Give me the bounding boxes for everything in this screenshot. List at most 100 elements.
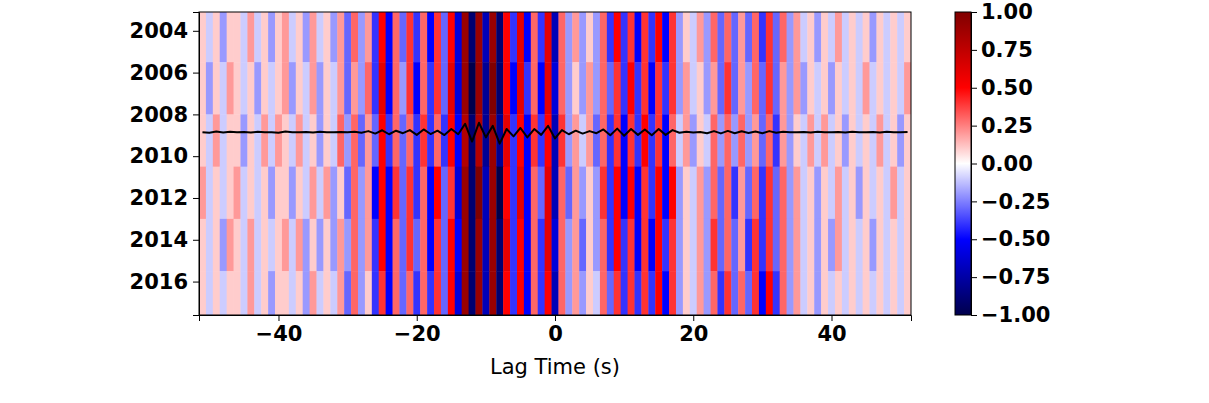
- heatmap-cell: [745, 12, 752, 63]
- heatmap-cell: [614, 62, 621, 115]
- heatmap-cell: [676, 12, 683, 63]
- heatmap-cell: [821, 271, 828, 315]
- heatmap-cell: [586, 12, 593, 63]
- heatmap-cell: [586, 167, 593, 220]
- heatmap-cell: [206, 114, 213, 167]
- heatmap-cell: [759, 271, 766, 315]
- y-tick-mark: [193, 198, 199, 199]
- heatmap-cell: [213, 271, 220, 315]
- heatmap-cell: [310, 167, 317, 220]
- heatmap-cell: [517, 114, 524, 167]
- heatmap-cell: [800, 114, 807, 167]
- heatmap-cell: [351, 271, 358, 315]
- heatmap-cell: [434, 114, 441, 167]
- heatmap-cell: [904, 219, 911, 272]
- heatmap-cell: [731, 219, 738, 272]
- heatmap-cell: [310, 271, 317, 315]
- heatmap-cell: [800, 12, 807, 63]
- heatmap-cell: [586, 62, 593, 115]
- heatmap-cell: [545, 271, 552, 315]
- heatmap-cell: [787, 271, 794, 315]
- heatmap-cell: [745, 219, 752, 272]
- heatmap-cell: [344, 219, 351, 272]
- heatmap-cell: [448, 271, 455, 315]
- heatmap-cell: [365, 12, 372, 63]
- x-tick-mark: [555, 315, 556, 321]
- heatmap-cell: [704, 62, 711, 115]
- heatmap-cell: [420, 271, 427, 315]
- heatmap-cell: [759, 167, 766, 220]
- heatmap-cell: [406, 62, 413, 115]
- heatmap-cell: [510, 62, 517, 115]
- x-tick-label: 40: [817, 322, 846, 346]
- heatmap-cell: [800, 167, 807, 220]
- heatmap-cell: [482, 271, 489, 315]
- colorbar-axis: −1.00−0.75−0.50−0.250.000.250.500.751.00: [971, 0, 1050, 327]
- heatmap-cell: [662, 219, 669, 272]
- heatmap-cell: [220, 167, 227, 220]
- heatmap-cell: [565, 62, 572, 115]
- heatmap-cell: [600, 12, 607, 63]
- heatmap-cell: [572, 219, 579, 272]
- heatmap-cell: [766, 62, 773, 115]
- y-tick: 2014: [130, 228, 199, 252]
- heatmap-cell: [842, 219, 849, 272]
- colorbar-tick-mark: [971, 50, 977, 51]
- heatmap-cell: [545, 114, 552, 167]
- heatmap-cell: [365, 62, 372, 115]
- heatmap-cell: [641, 114, 648, 167]
- heatmap-cell: [310, 114, 317, 167]
- heatmap-cell: [828, 167, 835, 220]
- heatmap-cell: [247, 62, 254, 115]
- heatmap-cell: [863, 219, 870, 272]
- heatmap-cell: [648, 12, 655, 63]
- heatmap-cell: [780, 12, 787, 63]
- heatmap-cell: [358, 219, 365, 272]
- heatmap-cell: [793, 219, 800, 272]
- heatmap-cell: [634, 12, 641, 63]
- heatmap-cell: [289, 219, 296, 272]
- heatmap-cell: [199, 219, 206, 272]
- heatmap-cell: [552, 271, 559, 315]
- heatmap-cell: [220, 271, 227, 315]
- heatmap-cell: [780, 219, 787, 272]
- heatmap-cell: [662, 12, 669, 63]
- heatmap-cell: [296, 271, 303, 315]
- y-tick-mark: [193, 114, 199, 115]
- heatmap-cell: [697, 114, 704, 167]
- heatmap-cell: [517, 167, 524, 220]
- heatmap-cell: [821, 219, 828, 272]
- heatmap-cell: [317, 271, 324, 315]
- heatmap-cell: [399, 271, 406, 315]
- heatmap-cell: [731, 62, 738, 115]
- heatmap-cell: [607, 167, 614, 220]
- heatmap-cell: [406, 167, 413, 220]
- heatmap-cell: [206, 12, 213, 63]
- heatmap-cell: [420, 114, 427, 167]
- heatmap-cell: [835, 114, 842, 167]
- heatmap-cell: [337, 271, 344, 315]
- heatmap-cell: [261, 114, 268, 167]
- y-tick: 2016: [130, 270, 199, 294]
- heatmap-cell: [641, 167, 648, 220]
- heatmap-cell: [247, 12, 254, 63]
- heatmap-cell: [856, 12, 863, 63]
- heatmap-cell: [379, 114, 386, 167]
- heatmap-cell: [365, 114, 372, 167]
- y-tick-mark: [193, 282, 199, 283]
- heatmap-cell: [227, 219, 234, 272]
- heatmap-cell: [413, 167, 420, 220]
- heatmap-cell: [330, 62, 337, 115]
- heatmap-cell: [835, 167, 842, 220]
- heatmap-cell: [731, 12, 738, 63]
- heatmap-cell: [731, 114, 738, 167]
- heatmap-cell: [752, 167, 759, 220]
- heatmap-cell: [372, 62, 379, 115]
- colorbar-tick: 0.00: [971, 152, 1033, 176]
- heatmap-cell: [683, 62, 690, 115]
- heatmap-cell: [213, 114, 220, 167]
- heatmap-cell: [275, 12, 282, 63]
- heatmap-cell: [455, 12, 462, 63]
- heatmap-cell: [828, 12, 835, 63]
- heatmap-cell: [448, 219, 455, 272]
